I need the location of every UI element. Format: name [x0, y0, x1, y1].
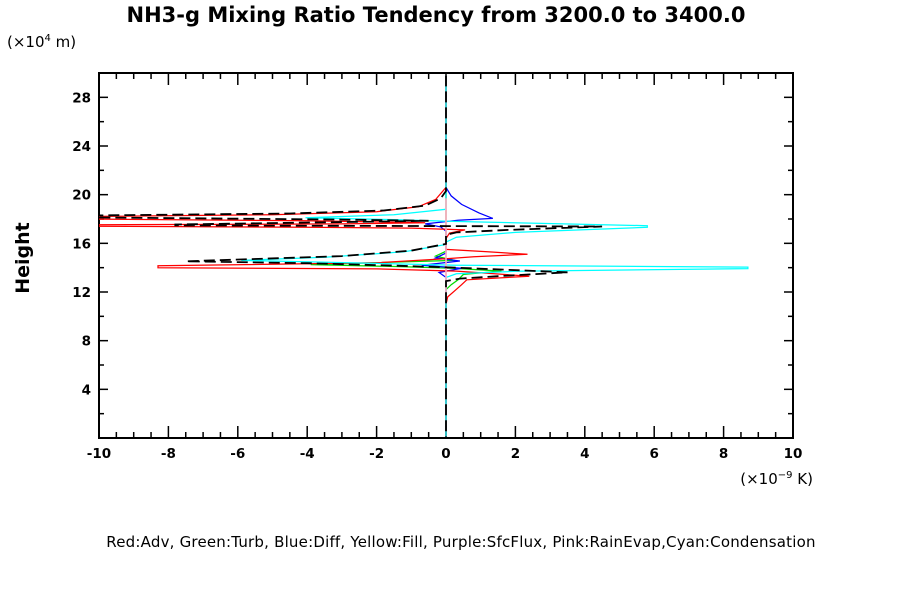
x-tick-label: 4 [580, 446, 589, 462]
y-unit-exponent: 4 [44, 33, 51, 44]
series-line-adv [99, 75, 530, 437]
x-tick-label: 8 [719, 446, 728, 462]
series-line-black-dashed-net [99, 75, 603, 437]
axis-ticks [98, 73, 794, 438]
y-tick-label: 12 [72, 285, 91, 301]
x-tick-label: 2 [511, 446, 520, 462]
x-axis-unit-label: (×10−9 K) [740, 470, 813, 488]
x-tick-label: 0 [441, 446, 450, 462]
x-tick-label: -4 [300, 446, 315, 462]
y-tick-label: 4 [82, 382, 91, 398]
chart-title: NH3-g Mixing Ratio Tendency from 3200.0 … [126, 3, 746, 27]
y-tick-label: 8 [82, 334, 91, 350]
x-unit-exponent: −9 [777, 470, 793, 481]
x-tick-label: 6 [649, 446, 658, 462]
x-tick-label: 10 [784, 446, 803, 462]
x-tick-label: -10 [87, 446, 111, 462]
y-tick-label: 20 [72, 188, 91, 204]
y-tick-label: 24 [72, 139, 91, 155]
x-tick-label: -6 [230, 446, 245, 462]
x-tick-label: -8 [161, 446, 176, 462]
y-tick-label: 16 [72, 236, 91, 252]
series-legend: Red:Adv, Green:Turb, Blue:Diff, Yellow:F… [106, 533, 816, 551]
y-axis-unit-label: (×104 m) [7, 33, 77, 51]
y-tick-label: 28 [72, 90, 91, 106]
data-series [99, 75, 749, 437]
x-tick-label: -2 [369, 446, 384, 462]
